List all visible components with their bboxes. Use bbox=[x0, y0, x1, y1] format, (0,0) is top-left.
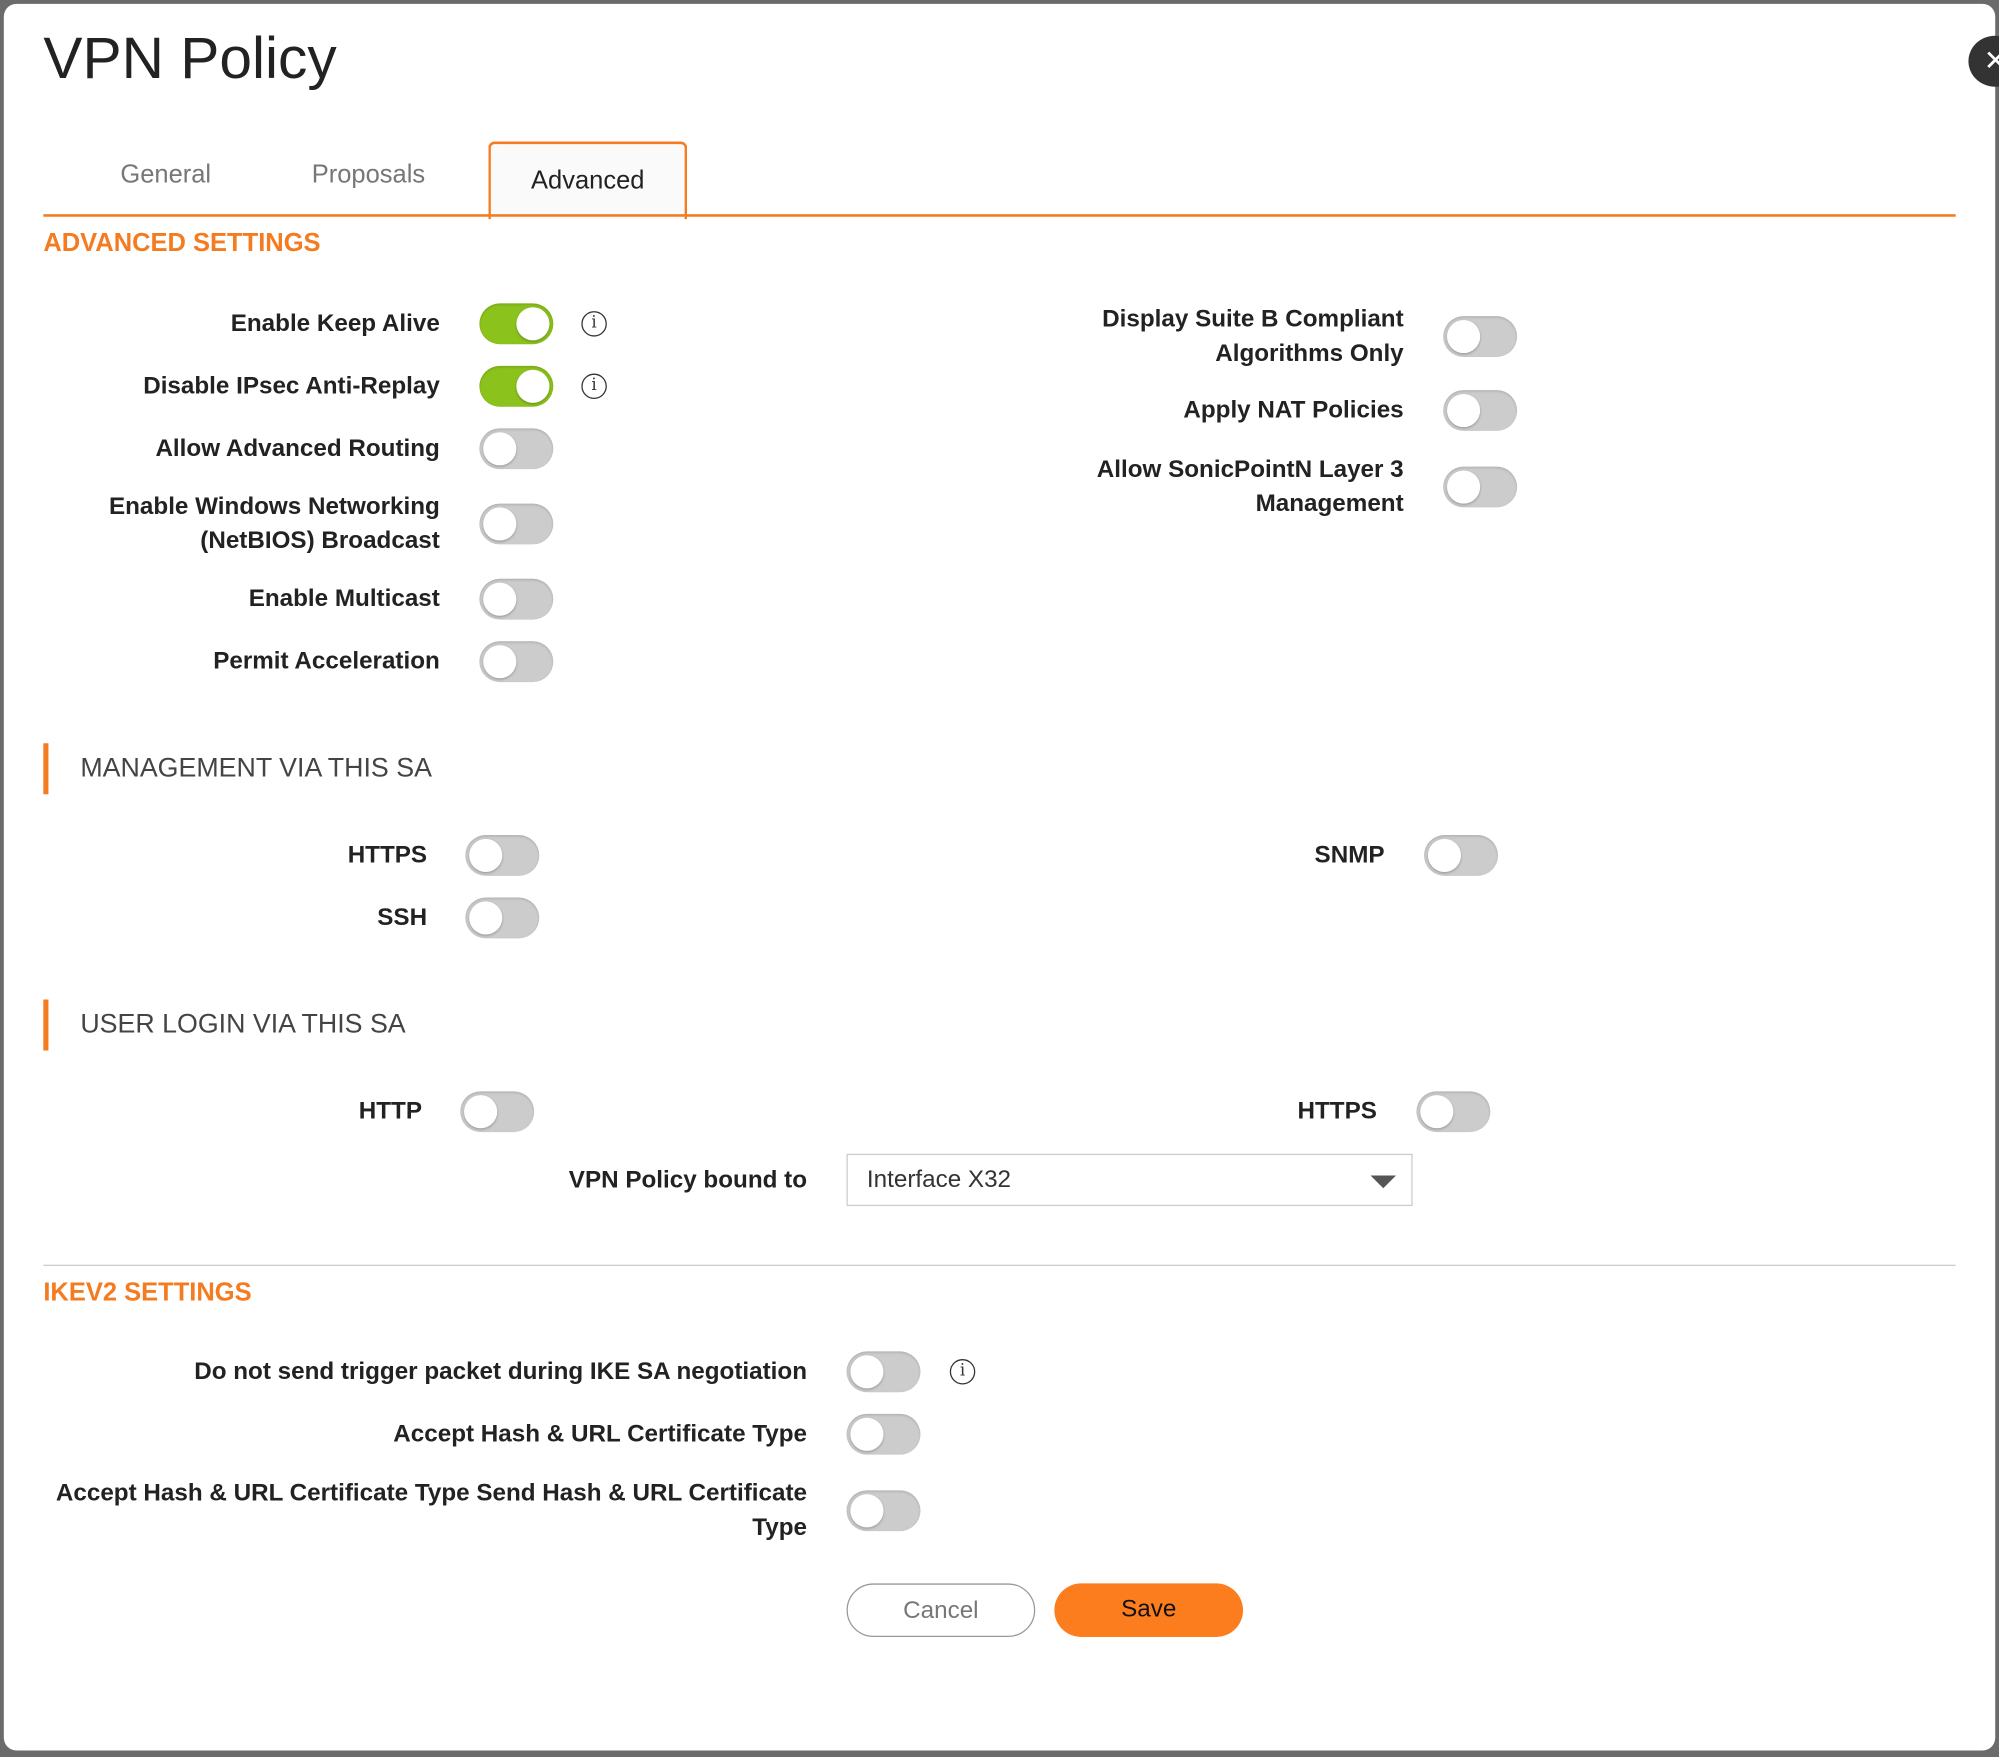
cancel-button[interactable]: Cancel bbox=[846, 1583, 1036, 1637]
info-icon[interactable]: i bbox=[581, 373, 607, 400]
info-icon[interactable]: i bbox=[949, 1359, 976, 1385]
anti-replay-toggle[interactable] bbox=[479, 365, 554, 407]
netbios-toggle[interactable] bbox=[479, 503, 554, 545]
multicast-label: Enable Multicast bbox=[248, 585, 440, 613]
bound-to-value: Interface X32 bbox=[866, 1166, 1012, 1194]
section-accent-bar bbox=[43, 999, 49, 1051]
nat-policies-toggle[interactable] bbox=[1443, 390, 1518, 431]
login-https-toggle[interactable] bbox=[1416, 1091, 1491, 1133]
acceleration-toggle[interactable] bbox=[479, 641, 554, 683]
chevron-down-icon bbox=[1370, 1175, 1397, 1189]
management-heading: MANAGEMENT VIA THIS SA bbox=[80, 753, 432, 783]
login-http-label: HTTP bbox=[358, 1098, 422, 1126]
sonicpoint-label: Allow SonicPointN Layer 3 Management bbox=[1096, 456, 1404, 518]
send-hash-label: Accept Hash & URL Certificate Type Send … bbox=[55, 1480, 808, 1542]
tab-underline bbox=[43, 214, 1956, 217]
save-button[interactable]: Save bbox=[1054, 1583, 1244, 1637]
divider bbox=[43, 1264, 1956, 1266]
page-title: VPN Policy bbox=[43, 24, 337, 91]
tab-advanced[interactable]: Advanced bbox=[488, 141, 688, 220]
login-http-toggle[interactable] bbox=[460, 1091, 535, 1133]
advanced-routing-label: Allow Advanced Routing bbox=[155, 435, 440, 463]
mgmt-https-label: HTTPS bbox=[347, 842, 428, 869]
acceleration-label: Permit Acceleration bbox=[213, 648, 440, 676]
trigger-packet-label: Do not send trigger packet during IKE SA… bbox=[194, 1358, 808, 1386]
suite-b-label: Display Suite B Compliant Algorithms Onl… bbox=[1102, 305, 1404, 368]
login-https-label: HTTPS bbox=[1297, 1098, 1377, 1126]
vpn-policy-dialog bbox=[3, 3, 1996, 1751]
multicast-toggle[interactable] bbox=[479, 578, 554, 620]
send-hash-toggle[interactable] bbox=[846, 1490, 921, 1532]
mgmt-ssh-toggle[interactable] bbox=[465, 897, 540, 939]
advanced-routing-toggle[interactable] bbox=[479, 428, 554, 470]
keep-alive-toggle[interactable] bbox=[479, 303, 554, 345]
mgmt-ssh-label: SSH bbox=[377, 904, 428, 932]
mgmt-https-toggle[interactable] bbox=[465, 835, 540, 876]
trigger-packet-toggle[interactable] bbox=[846, 1351, 921, 1393]
sonicpoint-toggle[interactable] bbox=[1443, 466, 1518, 508]
accept-hash-toggle[interactable] bbox=[846, 1413, 921, 1455]
advanced-settings-heading: ADVANCED SETTINGS bbox=[43, 229, 321, 258]
bound-to-select[interactable]: Interface X32 bbox=[846, 1153, 1413, 1207]
section-accent-bar bbox=[43, 743, 49, 795]
info-icon[interactable]: i bbox=[581, 311, 607, 337]
accept-hash-label: Accept Hash & URL Certificate Type bbox=[393, 1420, 808, 1448]
ikev2-settings-heading: IKEV2 SETTINGS bbox=[43, 1278, 252, 1307]
mgmt-snmp-label: SNMP bbox=[1314, 842, 1385, 869]
mgmt-snmp-toggle[interactable] bbox=[1424, 835, 1499, 876]
nat-policies-label: Apply NAT Policies bbox=[1183, 397, 1404, 424]
netbios-label: Enable Windows Networking (NetBIOS) Broa… bbox=[108, 493, 440, 555]
bound-to-label: VPN Policy bound to bbox=[568, 1167, 808, 1194]
user-login-heading: USER LOGIN VIA THIS SA bbox=[80, 1009, 406, 1040]
anti-replay-label: Disable IPsec Anti-Replay bbox=[143, 372, 440, 400]
suite-b-toggle[interactable] bbox=[1443, 316, 1518, 357]
tab-general[interactable]: General bbox=[120, 160, 212, 189]
keep-alive-label: Enable Keep Alive bbox=[230, 310, 440, 338]
tab-proposals[interactable]: Proposals bbox=[311, 160, 426, 189]
